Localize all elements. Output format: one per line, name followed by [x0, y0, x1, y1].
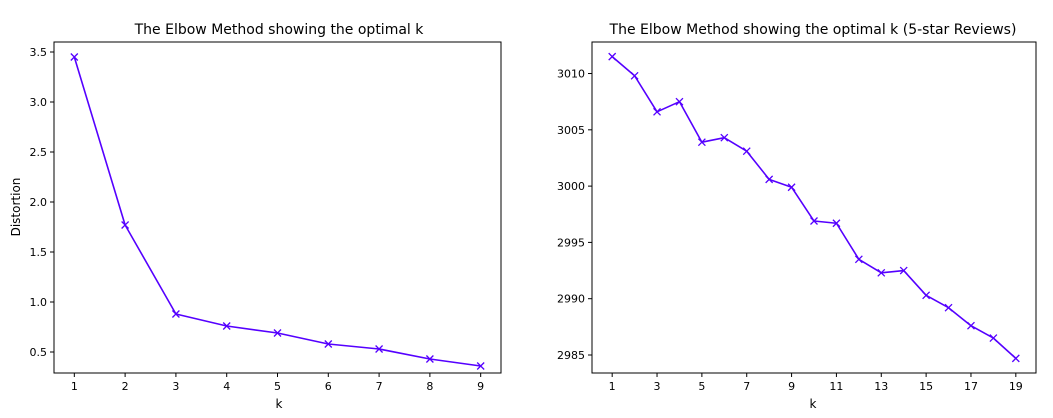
chart-right-data-point-x-marker: [832, 219, 841, 228]
chart-right-data-point-x-marker: [854, 255, 863, 264]
chart-left-ytick-label: 1.5: [30, 246, 48, 259]
chart-right-xtick-label: 7: [743, 380, 750, 393]
chart-right-data-point-x-marker: [989, 334, 998, 343]
chart-right-ytick-label: 3000: [557, 180, 585, 193]
chart-right-xtick-label: 15: [919, 380, 933, 393]
chart-right-series-line: [611, 56, 1017, 359]
chart-right-xtick-label: 11: [829, 380, 843, 393]
chart-right-xtick-label: 19: [1009, 380, 1023, 393]
chart-left-ytick-label: 1.0: [30, 296, 48, 309]
chart-right-xtick-label: 5: [698, 380, 705, 393]
chart-left-xtick-label: 8: [426, 380, 433, 393]
chart-left-ylabel: Distortion: [9, 178, 23, 237]
chart-right-xlabel: k: [810, 397, 817, 411]
chart-left-xtick-label: 9: [477, 380, 484, 393]
chart-right-xtick-label: 17: [964, 380, 978, 393]
chart-right-xtick-label: 1: [609, 380, 616, 393]
chart-right-ytick-label: 3005: [557, 124, 585, 137]
chart-right-data-point-x-marker: [630, 71, 639, 80]
chart-left-data-point-x-marker: [375, 345, 384, 353]
chart-left-xtick-label: 6: [325, 380, 332, 393]
chart-right-data-point-x-marker: [922, 291, 931, 300]
chart-left-data-point-x-marker: [171, 310, 180, 318]
chart-left-data-point-x-marker: [476, 362, 485, 370]
chart-right-data-point-x-marker: [653, 107, 661, 116]
chart-right-data-point-x-marker: [697, 138, 706, 147]
chart-left-xlabel: k: [276, 397, 283, 411]
chart-left-ytick-label: 2.0: [30, 196, 48, 209]
chart-right-data-point-x-marker: [1011, 354, 1020, 363]
chart-right-xtick-label: 13: [874, 380, 888, 393]
chart-left-data-point-x-marker: [324, 340, 333, 348]
chart-left-xtick-label: 5: [274, 380, 281, 393]
chart-right-xtick-label: 3: [654, 380, 661, 393]
chart-left-data-point-x-marker: [425, 355, 434, 363]
chart-left-xtick-label: 4: [223, 380, 230, 393]
chart-right-ytick-label: 2990: [557, 293, 585, 306]
chart-right-data-point-x-marker: [742, 147, 751, 156]
chart-right-ytick-label: 2995: [557, 236, 585, 249]
chart-right-title: The Elbow Method showing the optimal k (…: [609, 22, 1017, 38]
chart-right: The Elbow Method showing the optimal k (…: [557, 22, 1037, 411]
chart-right-data-point-x-marker: [877, 268, 886, 277]
chart-right-data-point-x-marker: [944, 303, 953, 312]
chart-right-data-point-x-marker: [720, 133, 729, 142]
chart-right-data-point-x-marker: [787, 183, 796, 192]
chart-left-xtick-label: 7: [376, 380, 383, 393]
chart-left-xtick-label: 3: [172, 380, 179, 393]
chart-right-axes-frame: [591, 41, 1037, 374]
chart-right-data-point-x-marker: [675, 97, 684, 106]
chart-left-data-point-x-marker: [273, 329, 282, 337]
chart-left-ytick-label: 3.0: [30, 96, 48, 109]
chart-right-ytick-label: 3010: [557, 68, 585, 81]
chart-left-xtick-label: 2: [122, 380, 129, 393]
chart-right-xtick-label: 9: [788, 380, 795, 393]
chart-left-ytick-label: 0.5: [30, 346, 48, 359]
chart-left: The Elbow Method showing the optimal k k…: [9, 22, 502, 411]
chart-right-data-point-x-marker: [608, 52, 617, 61]
chart-left-data-point-x-marker: [222, 322, 231, 330]
chart-left-ytick-label: 2.5: [30, 146, 48, 159]
chart-left-xtick-label: 1: [71, 380, 78, 393]
chart-right-data-point-x-marker: [765, 175, 774, 184]
chart-right-data-point-x-marker: [810, 217, 818, 225]
chart-left-axes-frame: [53, 41, 502, 374]
chart-left-data-point-x-marker: [121, 221, 130, 229]
chart-left-title: The Elbow Method showing the optimal k: [134, 22, 425, 38]
chart-left-data-point-x-marker: [70, 53, 79, 61]
chart-left-series-line: [73, 56, 481, 367]
chart-right-data-point-x-marker: [967, 321, 975, 330]
chart-left-ytick-label: 3.5: [30, 46, 48, 59]
chart-right-ytick-label: 2985: [557, 349, 585, 362]
chart-right-data-point-x-marker: [899, 266, 908, 275]
